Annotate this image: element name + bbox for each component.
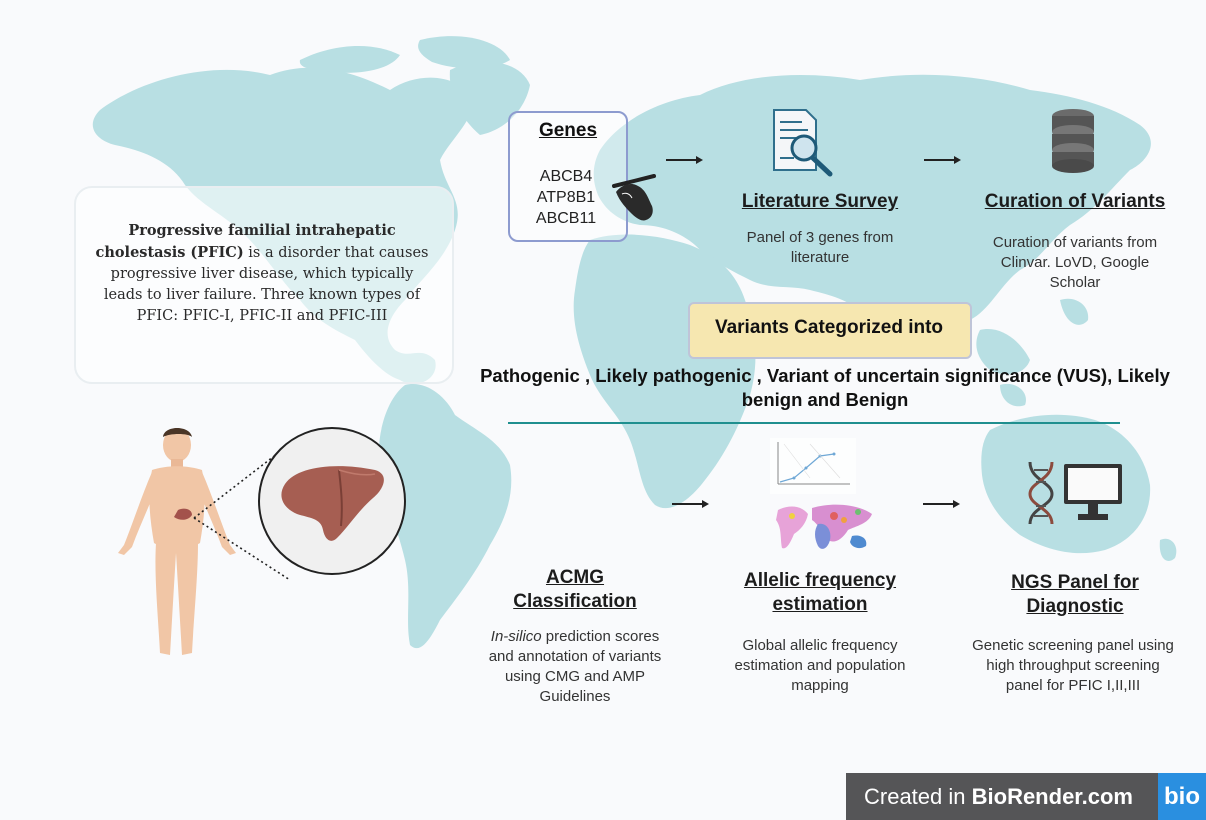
dna-icon: [1028, 461, 1054, 525]
acmg-description-italic: In-silico: [490, 628, 542, 645]
literature-survey-title: Literature Survey: [741, 191, 899, 212]
biorender-logo-icon: bio: [1158, 773, 1206, 820]
literature-survey-description: Panel of 3 genes from literature: [746, 229, 894, 266]
categories-list: Pathogenic , Likely pathogenic , Variant…: [480, 365, 1170, 410]
badge-brand: BioRender.com: [971, 784, 1133, 809]
curation-description: Curation of variants from Clinvar. LoVD,…: [992, 234, 1158, 291]
gene-item: ATP8B1: [536, 189, 596, 206]
allelic-frequency-description: Global allelic frequency estimation and …: [734, 637, 906, 694]
intro-bold-term: Progressive familial intrahepatic choles…: [95, 222, 396, 261]
monitor-icon: [1064, 464, 1122, 520]
acmg-description-text: prediction scores and annotation of vari…: [488, 628, 662, 705]
categories-label: Variants Categorized into: [714, 317, 944, 338]
acmg-title: ACMG Classification: [513, 567, 637, 612]
liver-icon: [258, 427, 406, 575]
frequency-plot-icon: [770, 438, 856, 494]
curation-title: Curation of Variants: [984, 191, 1166, 212]
arrow-right-icon: [924, 156, 961, 164]
acmg-description: In-silico prediction scores and annotati…: [485, 627, 665, 707]
ngs-panel-description: Genetic screening panel using high throu…: [972, 637, 1174, 694]
genes-title: Genes: [538, 120, 598, 141]
allelic-frequency-title: Allelic frequency estimation: [743, 570, 897, 615]
document-search-icon: [773, 109, 833, 177]
biorender-badge-text: Created in BioRender.com: [864, 784, 1133, 810]
population-map-icon: [776, 504, 872, 549]
human-figure-icon: [118, 428, 236, 655]
intro-box: [74, 186, 454, 384]
arrow-right-icon: [666, 156, 703, 164]
biorender-badge[interactable]: [846, 773, 1206, 820]
categories-box: [688, 302, 972, 359]
arrow-right-icon: [923, 500, 960, 508]
writing-hand-icon: [612, 174, 656, 221]
zoom-connector-lines: [193, 449, 291, 581]
gene-item: ABCB11: [535, 210, 597, 227]
genes-box: [508, 111, 628, 242]
database-icon: [1052, 109, 1094, 173]
badge-prefix: Created in: [864, 784, 972, 809]
intro-description: is a disorder that causes progressive li…: [103, 245, 429, 324]
arrow-right-icon: [672, 500, 709, 508]
gene-item: ABCB4: [539, 168, 593, 185]
ngs-panel-title: NGS Panel for Diagnostic: [1011, 572, 1139, 617]
intro-text: Progressive familial intrahepatic choles…: [92, 220, 432, 327]
section-divider: [508, 422, 1120, 424]
